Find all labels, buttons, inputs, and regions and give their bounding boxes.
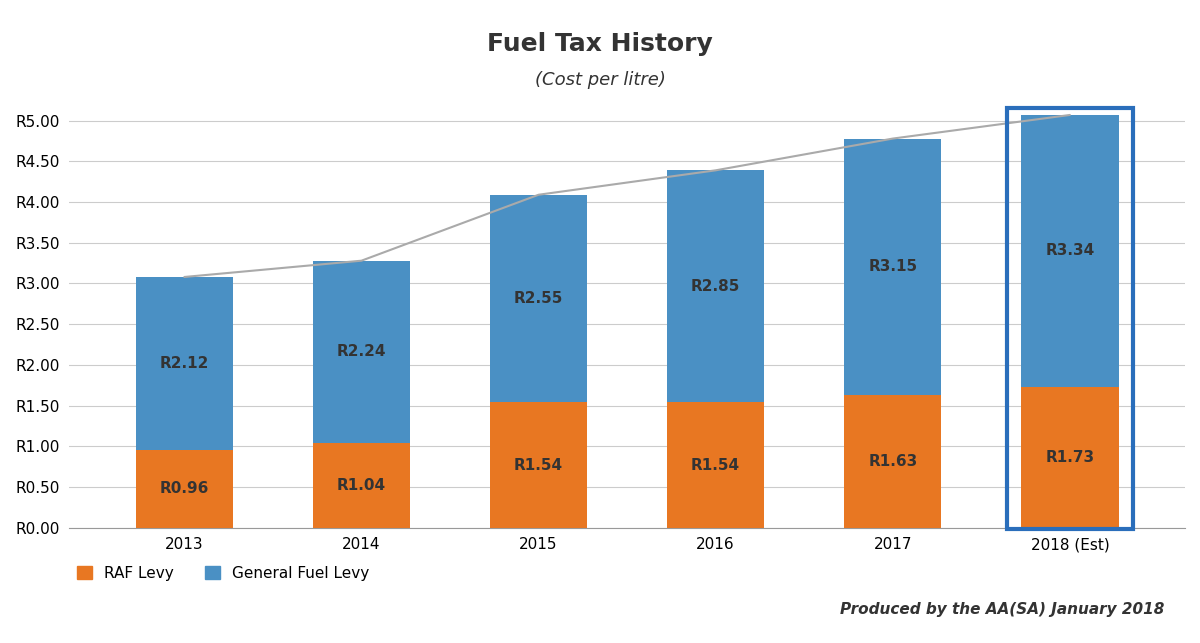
Bar — [1021, 387, 1118, 528]
Bar — [136, 449, 233, 528]
Text: R3.34: R3.34 — [1045, 244, 1094, 258]
Text: (Cost per litre): (Cost per litre) — [534, 71, 666, 89]
Text: R1.63: R1.63 — [868, 454, 917, 469]
Bar — [667, 170, 764, 403]
Bar — [136, 277, 233, 449]
Bar — [313, 443, 410, 528]
Text: Fuel Tax History: Fuel Tax History — [487, 32, 713, 56]
Bar — [844, 139, 942, 395]
Text: R3.15: R3.15 — [869, 259, 917, 275]
Bar — [490, 403, 587, 528]
Bar — [667, 403, 764, 528]
Text: Produced by the AA(SA) January 2018: Produced by the AA(SA) January 2018 — [840, 602, 1164, 617]
Bar — [1021, 115, 1118, 387]
Text: R2.55: R2.55 — [514, 291, 563, 306]
Text: R1.54: R1.54 — [514, 458, 563, 473]
Text: R2.24: R2.24 — [337, 345, 386, 359]
Text: R2.85: R2.85 — [691, 279, 740, 294]
Text: R0.96: R0.96 — [160, 481, 209, 496]
Bar — [313, 260, 410, 443]
Bar — [844, 395, 942, 528]
Text: R1.04: R1.04 — [337, 478, 386, 493]
Text: R2.12: R2.12 — [160, 356, 209, 371]
Bar — [1007, 109, 1133, 529]
Bar — [490, 195, 587, 403]
Legend: RAF Levy, General Fuel Levy: RAF Levy, General Fuel Levy — [77, 566, 370, 581]
Text: R1.73: R1.73 — [1045, 450, 1094, 465]
Text: R1.54: R1.54 — [691, 458, 740, 473]
